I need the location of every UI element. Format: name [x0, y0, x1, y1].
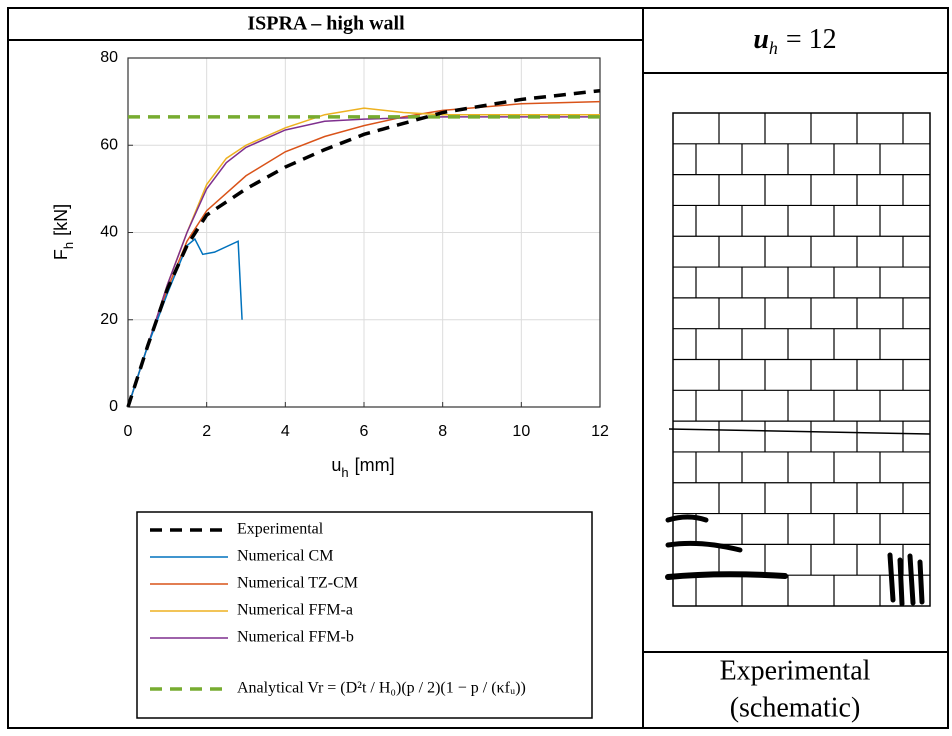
data-line	[127, 237, 243, 408]
unit: [kN]	[51, 204, 71, 236]
x-tick-label: 4	[281, 423, 290, 440]
data-line	[127, 116, 600, 408]
x-tick-label: 12	[591, 423, 609, 440]
y-tick-label: 80	[100, 49, 118, 66]
brick-wall	[665, 112, 931, 607]
x-tick-label: 2	[202, 423, 211, 440]
legend-label: Numerical FFM-b	[237, 629, 354, 646]
legend-label: Experimental	[237, 521, 324, 538]
x-tick-label: 6	[360, 423, 369, 440]
y-tick-label: 20	[100, 311, 118, 328]
symbol: F	[51, 249, 71, 260]
legend-label: Analytical Vr = (D²t / H₀)(p / 2)(1 − p …	[237, 680, 526, 697]
x-tick-label: 8	[438, 423, 447, 440]
legend-label: Numerical TZ-CM	[237, 575, 358, 592]
legend-label: Numerical FFM-a	[237, 602, 353, 619]
crack-mark	[887, 552, 925, 607]
relation: = 12	[786, 24, 837, 55]
crack	[668, 428, 931, 435]
subscript: h	[341, 465, 348, 480]
legend-label: Numerical CM	[237, 548, 333, 565]
caption: Experimental	[720, 655, 871, 686]
symbol: u	[331, 455, 341, 475]
data-line	[126, 88, 601, 408]
y-axis-label: Fh [kN]	[51, 204, 77, 260]
y-tick-label: 60	[100, 136, 118, 153]
y-tick-label: 40	[100, 224, 118, 241]
chart-title: ISPRA – high wall	[247, 13, 405, 35]
legend-box	[136, 511, 593, 719]
unit: [mm]	[355, 455, 395, 475]
subscript: h	[61, 242, 76, 249]
schematic-header: uh = 12	[753, 24, 836, 58]
crack-mark	[665, 571, 788, 580]
symbol: u	[753, 24, 769, 55]
crack-mark	[665, 514, 709, 523]
x-axis-label: uh [mm]	[331, 455, 394, 481]
x-tick-label: 10	[512, 423, 530, 440]
plot-frame	[127, 57, 601, 408]
x-tick-label: 0	[124, 423, 133, 440]
crack-mark	[665, 540, 743, 553]
subscript: h	[769, 38, 778, 58]
y-tick-label: 0	[109, 398, 118, 415]
caption: (schematic)	[730, 692, 861, 723]
